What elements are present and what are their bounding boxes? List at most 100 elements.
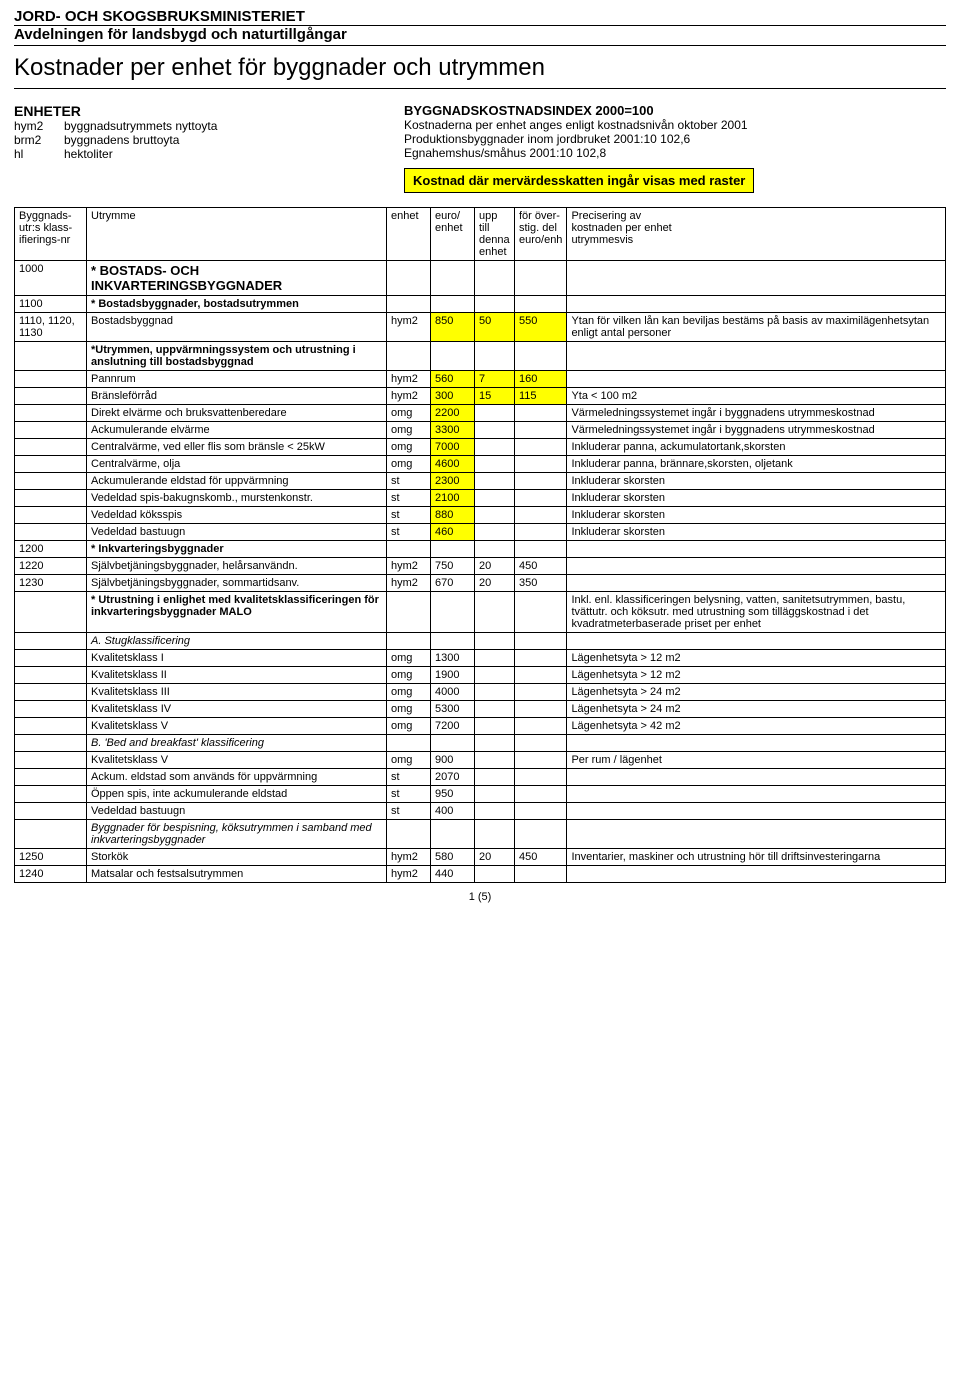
cell [387, 541, 431, 558]
cell [15, 684, 87, 701]
cell: 1240 [15, 866, 87, 883]
cost-table: Byggnads- utr:s klass- ifierings-nr Utry… [14, 207, 946, 883]
cell: hym2 [387, 575, 431, 592]
cell [475, 769, 515, 786]
cell: hym2 [387, 371, 431, 388]
cell: 160 [515, 371, 567, 388]
cell [15, 701, 87, 718]
table-row: Kvalitetsklass Vomg900Per rum / lägenhet [15, 752, 946, 769]
cell [431, 592, 475, 633]
cell [475, 473, 515, 490]
cell [475, 803, 515, 820]
cell [387, 633, 431, 650]
table-row: Byggnader för bespisning, köksutrymmen i… [15, 820, 946, 849]
cell: 450 [515, 849, 567, 866]
cell: Byggnader för bespisning, köksutrymmen i… [87, 820, 387, 849]
cell: Direkt elvärme och bruksvattenberedare [87, 405, 387, 422]
unit-desc: hektoliter [64, 147, 374, 161]
cell: 20 [475, 575, 515, 592]
cell [15, 490, 87, 507]
cell: 580 [431, 849, 475, 866]
cell: 460 [431, 524, 475, 541]
cell [15, 405, 87, 422]
cell: 5300 [431, 701, 475, 718]
cell: Kvalitetsklass IV [87, 701, 387, 718]
cell: * BOSTADS- OCH INKVARTERINGSBYGGNADER [87, 261, 387, 296]
index-line: Produktionsbyggnader inom jordbruket 200… [404, 132, 946, 146]
table-row: Centralvärme, ved eller flis som bränsle… [15, 439, 946, 456]
cell: omg [387, 718, 431, 735]
cell: 1900 [431, 667, 475, 684]
cell [567, 820, 946, 849]
cell [515, 735, 567, 752]
cell [515, 507, 567, 524]
unit-rows-container: hym2byggnadsutrymmets nyttoytabrm2byggna… [14, 119, 374, 161]
index-heading: BYGGNADSKOSTNADSINDEX 2000=100 [404, 103, 946, 118]
unit-desc: byggnadens bruttoyta [64, 133, 374, 147]
cell [387, 342, 431, 371]
cell: Per rum / lägenhet [567, 752, 946, 769]
cell [475, 524, 515, 541]
cell: Självbetjäningsbyggnader, helårsanvändn. [87, 558, 387, 575]
table-row: 1000* BOSTADS- OCH INKVARTERINGSBYGGNADE… [15, 261, 946, 296]
table-row: *Utrymmen, uppvärmningssystem och utrust… [15, 342, 946, 371]
cell: omg [387, 701, 431, 718]
unit-abbr: hym2 [14, 119, 64, 133]
table-row: Kvalitetsklass IIIomg4000Lägenhetsyta > … [15, 684, 946, 701]
cell: Ackumulerande elvärme [87, 422, 387, 439]
table-row: Vedeldad spis-bakugnskomb., murstenkonst… [15, 490, 946, 507]
cell [431, 261, 475, 296]
cell: Lägenhetsyta > 24 m2 [567, 701, 946, 718]
cell: Kvalitetsklass II [87, 667, 387, 684]
cell: 670 [431, 575, 475, 592]
cell: 20 [475, 558, 515, 575]
index-line: Kostnaderna per enhet anges enligt kostn… [404, 118, 946, 132]
cell [475, 650, 515, 667]
index-line: Egnahemshus/småhus 2001:10 102,8 [404, 146, 946, 160]
vat-note-box: Kostnad där mervärdesskatten ingår visas… [404, 168, 754, 193]
cell [515, 490, 567, 507]
cell [515, 473, 567, 490]
cell [515, 786, 567, 803]
th-code: Byggnads- utr:s klass- ifierings-nr [15, 208, 87, 261]
cell: omg [387, 667, 431, 684]
cell: st [387, 490, 431, 507]
cell [515, 820, 567, 849]
cell: omg [387, 439, 431, 456]
cell: 4000 [431, 684, 475, 701]
cell: omg [387, 650, 431, 667]
cell: omg [387, 752, 431, 769]
cell: 15 [475, 388, 515, 405]
cell: Kvalitetsklass V [87, 718, 387, 735]
cell: Lägenhetsyta > 12 m2 [567, 650, 946, 667]
document-page: JORD- OCH SKOGSBRUKSMINISTERIET Avdelnin… [0, 0, 960, 927]
cell [15, 718, 87, 735]
table-row: Pannrumhym25607160 [15, 371, 946, 388]
cell [567, 558, 946, 575]
page-title: Kostnader per enhet för byggnader och ut… [14, 54, 946, 89]
cell [515, 524, 567, 541]
cell: Centralvärme, ved eller flis som bränsle… [87, 439, 387, 456]
table-row: Bränsleförrådhym230015115Yta < 100 m2 [15, 388, 946, 405]
cell: 300 [431, 388, 475, 405]
ministry-name: JORD- OCH SKOGSBRUKSMINISTERIET [14, 8, 946, 26]
cell: Öppen spis, inte ackumulerande eldstad [87, 786, 387, 803]
table-row: Vedeldad bastuugnst400 [15, 803, 946, 820]
cell [475, 752, 515, 769]
th-over: för över- stig. del euro/enh [515, 208, 567, 261]
cell: 7 [475, 371, 515, 388]
unit-desc: byggnadsutrymmets nyttoyta [64, 119, 374, 133]
cell: A. Stugklassificering [87, 633, 387, 650]
table-row: * Utrustning i enlighet med kvalitetskla… [15, 592, 946, 633]
cell: Matsalar och festsalsutrymmen [87, 866, 387, 883]
cell [515, 633, 567, 650]
cell: Inkluderar skorsten [567, 524, 946, 541]
th-euro: euro/ enhet [431, 208, 475, 261]
cell: 1100 [15, 296, 87, 313]
cell [15, 592, 87, 633]
cell [475, 490, 515, 507]
cell: omg [387, 405, 431, 422]
table-row: Vedeldad köksspisst880Inkluderar skorste… [15, 507, 946, 524]
cell: Yta < 100 m2 [567, 388, 946, 405]
cell [475, 866, 515, 883]
